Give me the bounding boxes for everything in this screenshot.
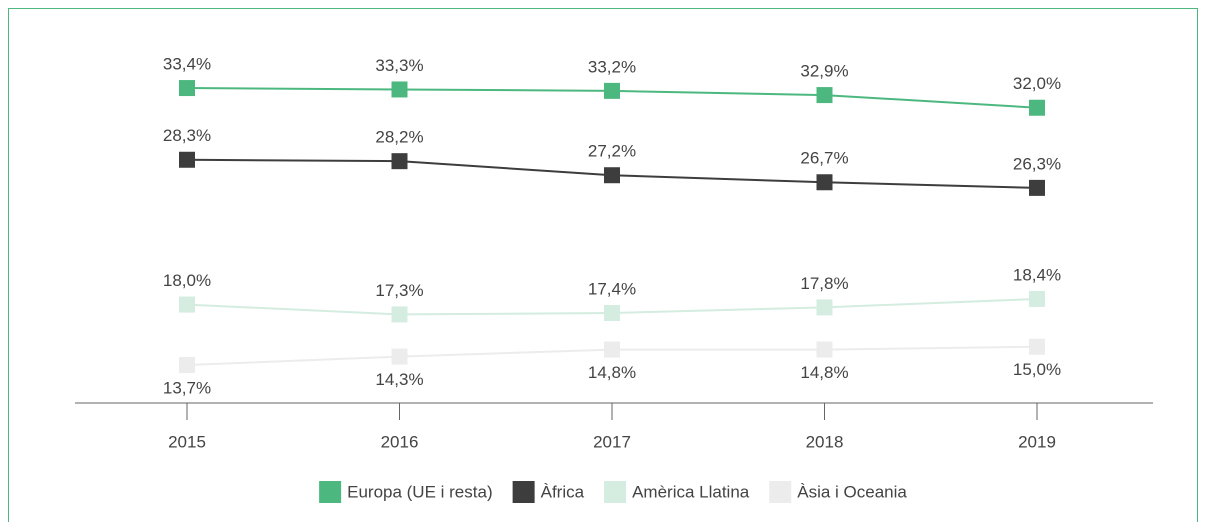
marker — [179, 296, 195, 313]
legend-swatch — [604, 481, 627, 503]
data-label: 32,0% — [1013, 74, 1061, 93]
marker — [1029, 179, 1045, 196]
marker — [604, 82, 620, 99]
marker — [816, 87, 833, 104]
marker — [179, 357, 195, 374]
marker — [816, 341, 833, 358]
data-label: 33,2% — [588, 57, 636, 76]
marker — [604, 305, 620, 322]
legend-swatch — [769, 481, 792, 503]
legend-label: Europa (UE i resta) — [347, 482, 493, 501]
data-label: 26,3% — [1013, 154, 1061, 173]
data-label: 17,8% — [800, 274, 848, 293]
legend-label: Àfrica — [541, 482, 585, 501]
marker — [391, 153, 408, 170]
data-label: 33,4% — [163, 55, 211, 74]
x-tick-label: 2015 — [168, 432, 206, 451]
x-tick-label: 2018 — [806, 432, 844, 451]
x-tick-label: 2016 — [381, 432, 419, 451]
marker — [1029, 338, 1045, 355]
marker — [604, 167, 620, 184]
legend-swatch — [319, 481, 342, 503]
marker — [604, 341, 620, 358]
data-label: 13,7% — [163, 379, 211, 398]
legend-label: Amèrica Llatina — [632, 482, 750, 501]
data-label: 18,4% — [1013, 265, 1061, 284]
data-label: 28,2% — [375, 128, 423, 147]
data-label: 14,3% — [375, 370, 423, 389]
data-label: 14,8% — [800, 363, 848, 382]
x-tick-label: 2019 — [1018, 432, 1056, 451]
marker — [1029, 290, 1045, 307]
marker — [816, 299, 833, 316]
data-label: 27,2% — [588, 142, 636, 161]
legend-label: Àsia i Oceania — [797, 482, 907, 501]
data-label: 26,7% — [800, 149, 848, 168]
data-label: 32,9% — [800, 62, 848, 81]
marker — [1029, 99, 1045, 116]
marker — [179, 151, 195, 168]
data-label: 15,0% — [1013, 360, 1061, 379]
data-label: 28,3% — [163, 126, 211, 145]
data-label: 33,3% — [375, 56, 423, 75]
data-label: 17,4% — [588, 280, 636, 299]
data-label: 17,3% — [375, 281, 423, 300]
marker — [391, 348, 408, 365]
marker — [816, 174, 833, 191]
data-label: 18,0% — [163, 271, 211, 290]
marker — [179, 80, 195, 97]
marker — [391, 306, 408, 323]
x-tick-label: 2017 — [593, 432, 631, 451]
marker — [391, 81, 408, 98]
legend-swatch — [512, 481, 535, 503]
data-label: 14,8% — [588, 363, 636, 382]
frame — [8, 8, 1198, 522]
